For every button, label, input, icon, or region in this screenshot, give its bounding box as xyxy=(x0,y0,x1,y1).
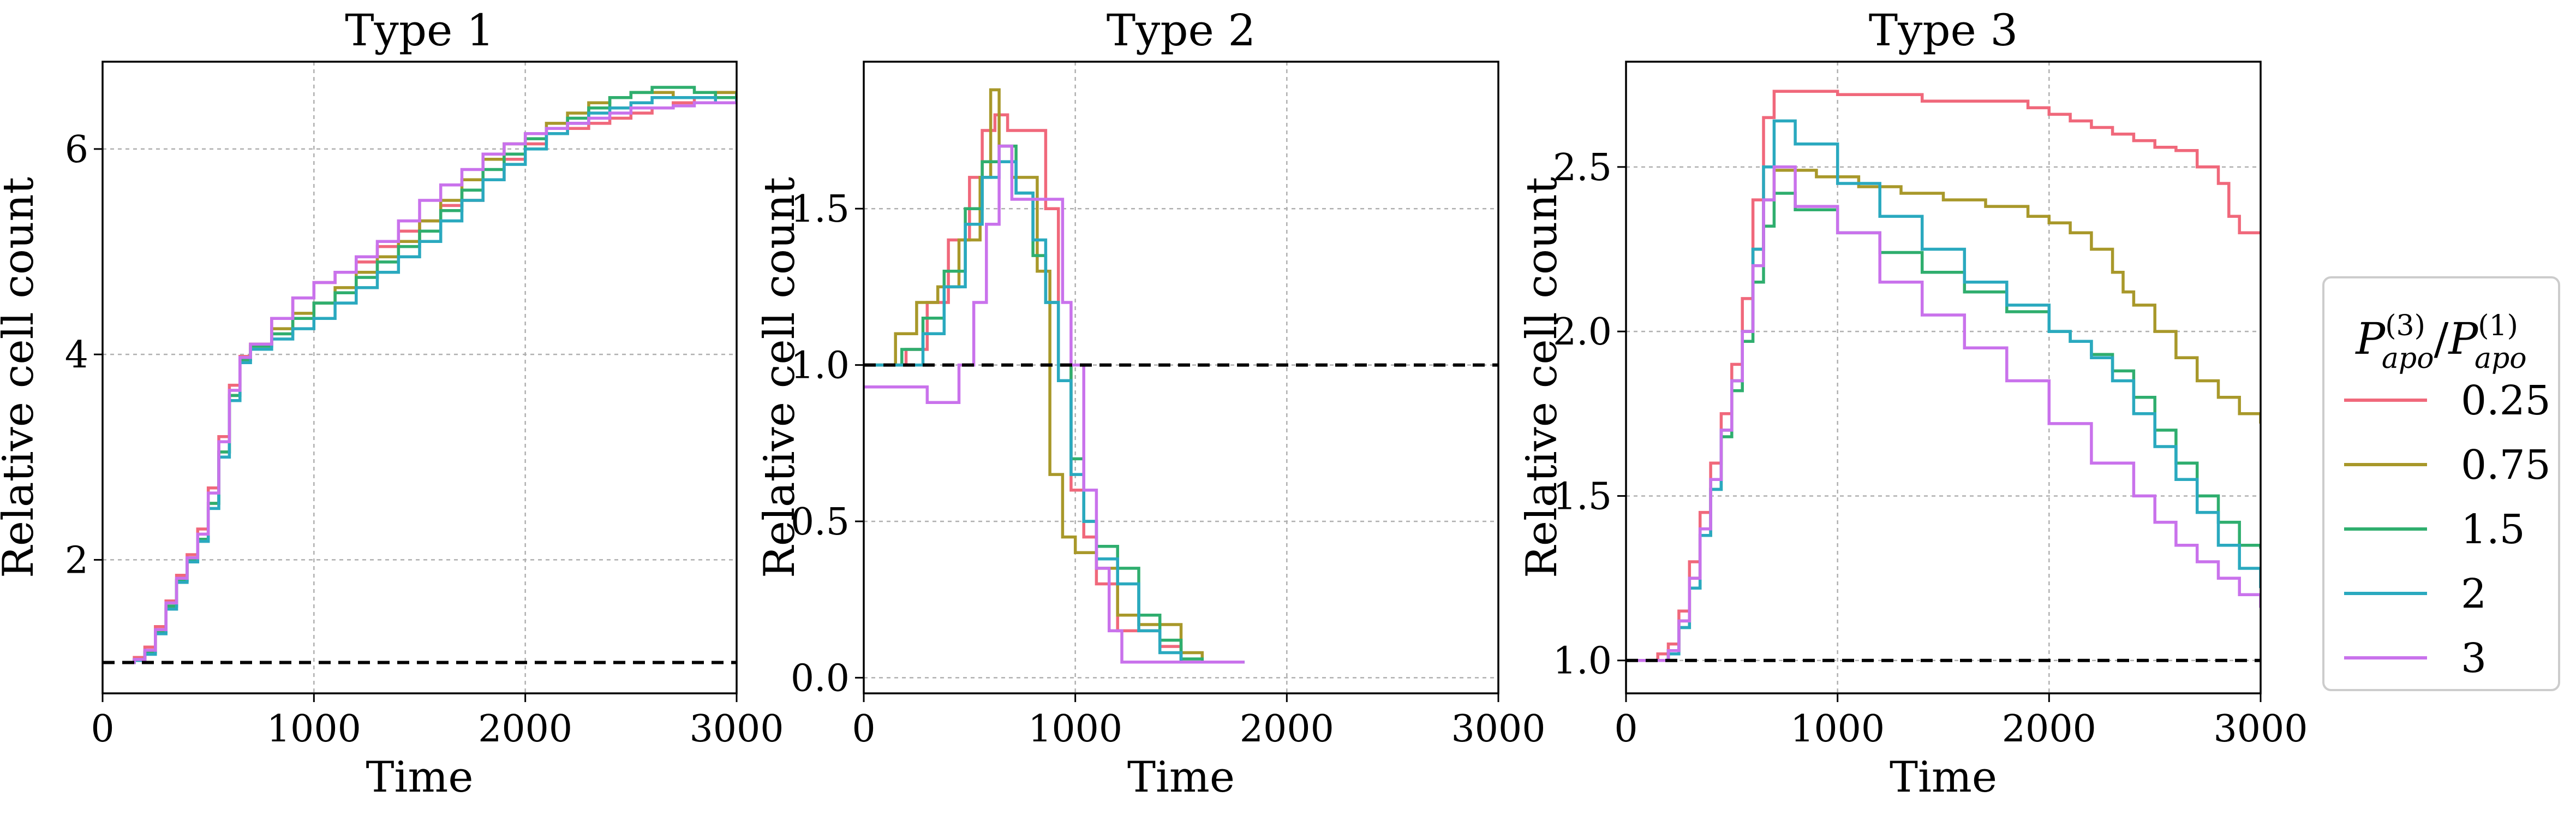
series-line-2 xyxy=(864,160,1245,664)
legend-box xyxy=(2322,276,2560,691)
y-tick-label: 2.5 xyxy=(1553,146,1612,189)
series-line-0.75 xyxy=(123,91,737,664)
x-tick-label: 2000 xyxy=(2002,708,2096,751)
series-line-3 xyxy=(864,144,1245,664)
y-axis-label: Relative cell count xyxy=(1517,177,1567,578)
y-tick-label: 1.5 xyxy=(791,188,850,231)
x-tick-label: 3000 xyxy=(1451,708,1545,751)
legend-item: 2 xyxy=(2344,571,2487,617)
y-tick-label: 4 xyxy=(65,334,88,377)
series-group xyxy=(123,86,737,664)
series-group xyxy=(1626,90,2261,662)
x-axis-label: Time xyxy=(1127,753,1235,802)
series-line-0.25 xyxy=(1626,90,2261,662)
x-tick-label: 1000 xyxy=(1790,708,1885,751)
x-axis-label: Time xyxy=(366,753,473,802)
legend-item: 0.75 xyxy=(2344,442,2551,489)
x-tick-label: 0 xyxy=(852,708,875,751)
x-tick-label: 1000 xyxy=(1028,708,1122,751)
plot-frame xyxy=(863,61,1499,694)
x-tick-label: 2000 xyxy=(1240,708,1334,751)
y-tick-label: 6 xyxy=(65,128,88,171)
plot-frame xyxy=(101,61,738,694)
x-axis-label: Time xyxy=(1890,753,1997,802)
grid xyxy=(1626,62,2261,693)
x-tick-label: 0 xyxy=(1614,708,1637,751)
legend-label: 0.25 xyxy=(2461,377,2551,424)
panel-3: 0 1000 2000 3000 1.0 1.5 2.0 2.5 Type 3 Time Relat… xyxy=(1517,5,2308,802)
legend-title: P(3) apo/P(1) apo xyxy=(2354,310,2526,375)
series-line-0.75 xyxy=(864,88,1245,664)
y-axis-label: Relative cell count xyxy=(0,177,43,578)
grid xyxy=(864,62,1498,693)
panel-title: Type 3 xyxy=(1869,5,2018,56)
x-tick-label: 0 xyxy=(91,708,114,751)
x-tick-label: 1000 xyxy=(267,708,361,751)
series-line-2 xyxy=(123,96,737,664)
series-line-1.5 xyxy=(123,86,737,664)
y-tick-label: 1.0 xyxy=(1553,640,1612,683)
plot-frame xyxy=(1625,61,2262,694)
legend-label: 2 xyxy=(2461,571,2487,617)
y-tick-label: 2.0 xyxy=(1553,311,1612,354)
y-tick-label: 1.0 xyxy=(791,344,850,388)
series-line-2 xyxy=(1626,119,2261,662)
x-tick-label: 2000 xyxy=(478,708,572,751)
x-tick-label: 3000 xyxy=(689,708,784,751)
chart-panels: 0 1000 2000 3000 2 4 6 Type 1 Time Relative cell … xyxy=(0,5,2308,802)
panel-1: 0 1000 2000 3000 2 4 6 Type 1 Time Relative cell … xyxy=(0,5,784,802)
series-group xyxy=(864,88,1245,664)
series-line-3 xyxy=(123,101,737,664)
x-tick-label: 3000 xyxy=(2213,708,2308,751)
series-line-1.5 xyxy=(864,144,1245,664)
y-tick-label: 0.5 xyxy=(791,501,850,544)
y-tick-label: 2 xyxy=(65,539,88,582)
panel-title: Type 1 xyxy=(345,5,494,56)
legend-item: 0.25 xyxy=(2344,377,2551,424)
y-tick-label: 1.5 xyxy=(1553,475,1612,518)
y-tick-label: 0.0 xyxy=(791,657,850,700)
series-line-0.25 xyxy=(864,113,1245,664)
legend-item: 1.5 xyxy=(2344,506,2525,553)
y-axis-label: Relative cell count xyxy=(755,177,804,578)
legend-label: 3 xyxy=(2461,635,2487,682)
panel-title: Type 2 xyxy=(1107,5,1256,56)
series-line-3 xyxy=(1626,165,2261,662)
legend-item: 3 xyxy=(2344,635,2487,682)
legend-label: 1.5 xyxy=(2461,506,2525,553)
legend-label: 0.75 xyxy=(2461,442,2551,489)
panel-2: 0 1000 2000 3000 0.0 0.5 1.0 1.5 Type 2 Time Relat… xyxy=(755,5,1546,802)
series-line-0.25 xyxy=(123,91,737,664)
grid xyxy=(103,62,737,693)
